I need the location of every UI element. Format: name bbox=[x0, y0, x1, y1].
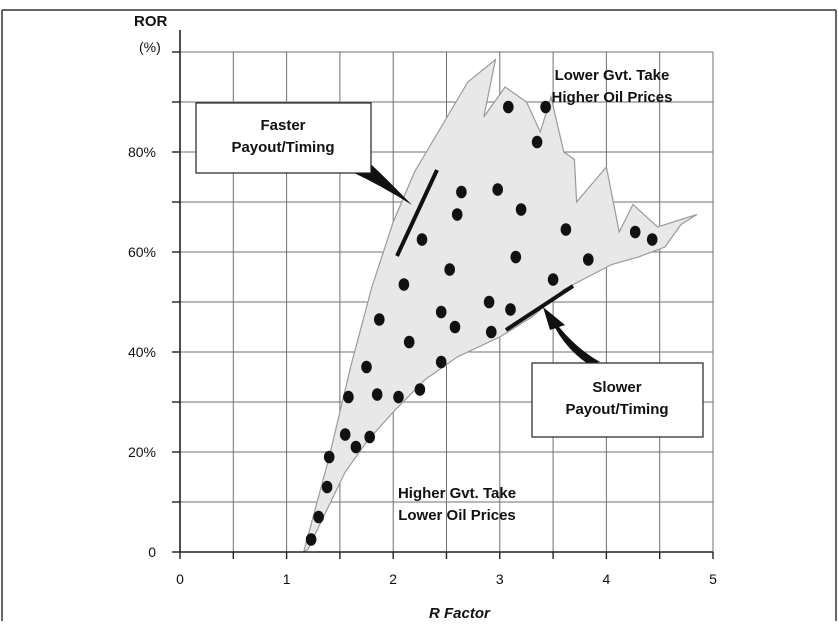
y-tick-label: 60% bbox=[128, 244, 156, 260]
data-point bbox=[505, 303, 516, 316]
callout-faster: Faster Payout/Timing bbox=[195, 102, 439, 257]
callout-slower-line1: Slower bbox=[592, 379, 641, 396]
data-point bbox=[646, 233, 658, 246]
y-tick-label: 80% bbox=[128, 144, 156, 160]
data-point bbox=[371, 388, 383, 401]
y-tick-label: 20% bbox=[128, 444, 156, 460]
data-point bbox=[313, 510, 324, 524]
callout-slower-pointer-head bbox=[543, 307, 565, 330]
data-point bbox=[374, 313, 385, 326]
data-point bbox=[321, 480, 333, 494]
data-point bbox=[343, 390, 354, 404]
x-tick-label: 1 bbox=[283, 571, 291, 587]
x-tick-label: 4 bbox=[603, 571, 611, 587]
data-point bbox=[540, 100, 551, 114]
y-axis-title: ROR bbox=[134, 13, 168, 30]
y-tick-label: 0 bbox=[148, 544, 156, 560]
callout-slower: Slower Payout/Timing bbox=[504, 284, 704, 438]
data-point bbox=[510, 250, 522, 264]
data-point bbox=[444, 263, 456, 276]
callout-faster-box bbox=[195, 102, 372, 174]
callout-faster-line2: Payout/Timing bbox=[231, 139, 334, 156]
data-point bbox=[416, 233, 428, 246]
data-point bbox=[364, 430, 376, 444]
data-point bbox=[449, 320, 461, 334]
data-point bbox=[531, 135, 543, 149]
data-point bbox=[361, 360, 372, 374]
data-point bbox=[483, 295, 495, 309]
y-tick-label: 40% bbox=[128, 344, 156, 360]
data-point bbox=[486, 325, 497, 339]
faster-boundary-line bbox=[395, 169, 439, 257]
data-point bbox=[435, 355, 447, 369]
data-point bbox=[451, 208, 463, 221]
data-point bbox=[547, 273, 559, 286]
data-point bbox=[503, 100, 514, 114]
annotation-top-right-line2: Higher Oil Prices bbox=[552, 89, 673, 106]
data-point bbox=[323, 450, 335, 464]
x-tick-label: 0 bbox=[176, 571, 184, 587]
annotation-top-right-line1: Lower Gvt. Take bbox=[555, 67, 670, 84]
data-point bbox=[350, 440, 362, 454]
data-points bbox=[305, 100, 658, 546]
x-tick-label: 5 bbox=[709, 571, 717, 587]
ror-region-shape bbox=[302, 57, 698, 554]
annotation-bottom-line1: Higher Gvt. Take bbox=[398, 485, 516, 502]
data-point bbox=[435, 305, 447, 319]
data-point bbox=[339, 428, 351, 441]
callout-faster-line1: Faster bbox=[260, 117, 305, 134]
y-tick-labels: 0 20% 40% 60% 80% bbox=[128, 144, 156, 560]
slower-boundary-line bbox=[504, 284, 575, 332]
data-point bbox=[583, 253, 594, 266]
axes bbox=[172, 30, 714, 559]
data-point bbox=[456, 185, 467, 199]
data-point bbox=[629, 225, 641, 239]
data-point bbox=[398, 278, 410, 291]
y-axis-unit: (%) bbox=[139, 39, 161, 55]
data-point bbox=[414, 383, 426, 396]
data-point bbox=[492, 183, 504, 196]
data-point bbox=[560, 223, 572, 236]
x-tick-label: 3 bbox=[496, 571, 504, 587]
callout-slower-box bbox=[531, 362, 704, 438]
data-point bbox=[403, 335, 415, 349]
x-axis-title: R Factor bbox=[429, 605, 491, 621]
callout-slower-line2: Payout/Timing bbox=[565, 401, 668, 418]
data-point bbox=[305, 533, 317, 546]
x-tick-labels: 0 1 2 3 4 5 bbox=[176, 571, 717, 587]
x-tick-label: 2 bbox=[389, 571, 397, 587]
data-point bbox=[515, 203, 527, 216]
data-point bbox=[393, 390, 404, 404]
annotation-bottom-line2: Lower Oil Prices bbox=[398, 507, 516, 524]
